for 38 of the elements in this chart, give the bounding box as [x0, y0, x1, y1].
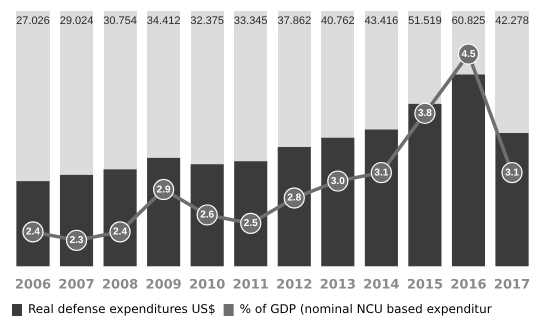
data-label: 34.412 — [146, 15, 180, 28]
data-label: 2.9 — [156, 184, 172, 196]
data-label: 2.6 — [200, 210, 215, 221]
data-label: 60.825 — [452, 15, 486, 28]
x-tick-label: 2010 — [189, 278, 226, 293]
data-label: 3.1 — [374, 167, 389, 178]
data-label: 32.375 — [190, 15, 224, 28]
data-label: 33.345 — [234, 15, 268, 28]
data-label: 4.5 — [462, 48, 476, 60]
x-tick-label: 2013 — [320, 278, 356, 293]
data-label: 29.024 — [60, 15, 94, 28]
x-tick-label: 2006 — [14, 278, 52, 293]
data-label: 2.5 — [244, 218, 258, 230]
data-label: 2.4 — [26, 226, 40, 238]
x-tick-label: 2016 — [450, 278, 487, 293]
legend-label: Real defense expenditures US$ — [28, 302, 216, 316]
data-label: 43.416 — [364, 15, 398, 28]
data-label: 51.519 — [408, 15, 442, 28]
x-tick-label: 2012 — [276, 278, 312, 293]
data-label: 3.8 — [418, 108, 432, 120]
data-label: 2.3 — [70, 235, 84, 246]
x-tick-label: 2009 — [146, 278, 182, 293]
x-tick-label: 2011 — [232, 278, 269, 293]
x-tick-label: 2014 — [363, 278, 400, 293]
data-label: 42.278 — [495, 15, 529, 28]
data-label: 37.862 — [277, 15, 312, 28]
legend-label: % of GDP (nominal NCU based expenditur — [240, 302, 492, 316]
data-label: 3.0 — [330, 176, 346, 187]
x-tick-label: 2008 — [102, 278, 138, 293]
x-tick-label: 2017 — [494, 278, 530, 293]
data-label: 2.8 — [287, 192, 302, 204]
data-label: 3.1 — [505, 167, 520, 178]
data-label: 40.762 — [320, 15, 355, 28]
data-label: 27.026 — [16, 15, 50, 28]
data-label: 30.754 — [103, 15, 137, 28]
data-label: 2.4 — [113, 226, 128, 238]
x-tick-label: 2015 — [406, 278, 444, 293]
x-tick-label: 2007 — [58, 278, 95, 293]
